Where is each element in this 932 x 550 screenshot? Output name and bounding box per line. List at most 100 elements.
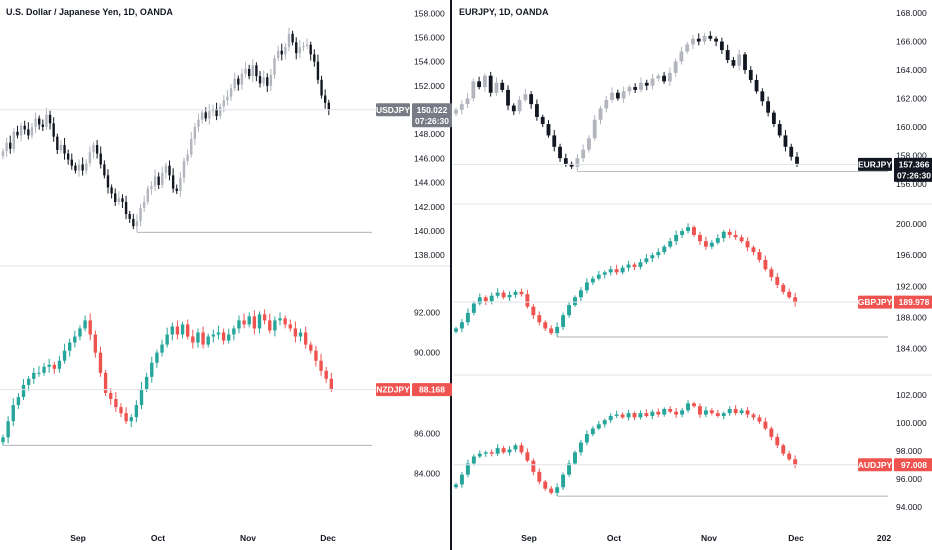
gbpjpy-candle xyxy=(590,278,595,283)
usdjpy-candle xyxy=(327,102,330,111)
eurjpy-candle xyxy=(604,99,609,109)
usdjpy-candle xyxy=(171,175,175,189)
nzdjpy-candle xyxy=(216,332,221,335)
nzdjpy-candle xyxy=(124,413,128,422)
eurjpy-candle xyxy=(789,146,794,157)
eurjpy-candle xyxy=(569,163,574,167)
right-date-label: Oct xyxy=(607,533,621,543)
nzdjpy-candle xyxy=(309,344,313,351)
nzdjpy-candle xyxy=(88,320,92,335)
nzdjpy-candle xyxy=(180,324,185,335)
nzdjpy-candle xyxy=(37,372,41,374)
nzdjpy-candle xyxy=(67,342,72,351)
audjpy-candle xyxy=(715,413,720,416)
usdjpy-candle xyxy=(276,50,280,59)
audjpy-candle xyxy=(769,428,774,437)
nzdjpy-candle xyxy=(93,334,98,353)
nzdjpy-candle xyxy=(78,328,82,337)
gbpjpy-candle xyxy=(745,241,750,248)
usdjpy-y-tick-label: 142.000 xyxy=(414,202,445,212)
eurjpy-candle xyxy=(627,87,632,92)
usdjpy-candle xyxy=(23,125,26,130)
audjpy-candle xyxy=(477,453,482,457)
eurjpy-candle xyxy=(529,94,534,105)
gbpjpy-candle xyxy=(787,291,792,298)
usdjpy-candle xyxy=(74,165,77,171)
usdjpy-candle xyxy=(77,164,81,171)
nzdjpy-candle xyxy=(252,316,257,329)
eurjpy-candle xyxy=(621,91,626,99)
usdjpy-candle xyxy=(258,76,262,84)
gbpjpy-candle xyxy=(537,315,542,323)
audjpy-candle xyxy=(733,408,738,414)
nzdjpy-candle xyxy=(206,336,210,345)
audjpy-candle xyxy=(656,411,661,415)
usdjpy-y-tick-label: 154.000 xyxy=(414,57,445,67)
eurjpy-y-tick-label: 164.000 xyxy=(896,65,927,75)
eurjpy-candle xyxy=(760,91,765,102)
usdjpy-y-tick-label: 156.000 xyxy=(414,32,445,42)
eurjpy-y-tick-label: 166.000 xyxy=(896,37,927,47)
eurjpy-candle xyxy=(494,82,499,93)
nzdjpy-candle xyxy=(232,328,236,335)
usdjpy-candle xyxy=(200,112,204,120)
eurjpy-candle xyxy=(540,116,545,125)
gbpjpy-candle xyxy=(692,227,696,235)
audjpy-candle xyxy=(608,415,613,421)
gbpjpy-candle xyxy=(614,269,619,273)
usdjpy-candle xyxy=(323,95,327,103)
gbpjpy-candle xyxy=(733,234,738,238)
usdjpy-candle xyxy=(128,214,131,219)
right-date-label: Nov xyxy=(701,533,717,543)
eurjpy-candle xyxy=(615,92,620,99)
nzdjpy-pane: 92.00090.00088.00086.00084.000NZDJPY88.1… xyxy=(0,307,452,479)
audjpy-pane: 102.000 100.000 98.000 96.000 94.000 AUDJPY 97… xyxy=(453,390,932,512)
audjpy-price-badge xyxy=(894,458,932,472)
usdjpy-candle xyxy=(5,142,8,152)
gbpjpy-candle xyxy=(573,297,577,306)
gbpjpy-candle xyxy=(715,238,720,243)
gbpjpy-candle xyxy=(608,269,613,273)
usdjpy-candle xyxy=(291,33,294,43)
nzdjpy-candle xyxy=(201,332,205,345)
nzdjpy-candle xyxy=(298,332,303,337)
nzdjpy-candle xyxy=(114,399,118,408)
nzdjpy-symbol-badge xyxy=(376,383,410,397)
nzdjpy-candle xyxy=(21,384,26,398)
eurjpy-candle xyxy=(523,94,528,100)
gbpjpy-symbol-badge xyxy=(858,295,892,309)
eurjpy-y-tick-label: 160.000 xyxy=(896,122,927,132)
usdjpy-candle xyxy=(117,198,121,202)
usdjpy-candle xyxy=(313,54,316,62)
usdjpy-y-tick-label: 152.000 xyxy=(414,81,445,91)
nzdjpy-candle xyxy=(283,318,287,325)
audjpy-candle xyxy=(471,456,476,464)
audjpy-candle xyxy=(650,411,655,416)
gbpjpy-candle xyxy=(668,241,673,247)
audjpy-candle xyxy=(537,471,542,482)
usdjpy-price-badge xyxy=(412,103,452,128)
usdjpy-candle xyxy=(41,124,45,127)
gbpjpy-candle xyxy=(680,231,685,235)
audjpy-symbol-label: AUDJPY xyxy=(858,460,893,470)
usdjpy-candle xyxy=(240,73,244,85)
usdjpy-candle xyxy=(142,201,146,208)
eurjpy-pane: 168.000 166.000 164.000 162.000 160.000 158.0… xyxy=(453,8,932,189)
audjpy-candle xyxy=(721,413,726,416)
eurjpy-candle xyxy=(656,75,661,79)
usdjpy-candle xyxy=(179,177,182,192)
gbpjpy-candle xyxy=(674,234,679,242)
audjpy-candle xyxy=(483,452,488,454)
eurjpy-candle xyxy=(650,78,655,86)
nzdjpy-candle xyxy=(6,421,10,438)
nzdjpy-candle xyxy=(227,334,231,341)
eurjpy-candle xyxy=(511,105,516,112)
usdjpy-pane-title: U.S. Dollar / Japanese Yen, 1D, OANDA xyxy=(6,7,173,17)
usdjpy-candle xyxy=(316,61,320,80)
audjpy-candle xyxy=(697,406,702,415)
gbpjpy-candle xyxy=(507,294,512,298)
nzdjpy-candle xyxy=(211,334,216,337)
usdjpy-candle xyxy=(255,65,258,77)
audjpy-candle xyxy=(787,453,792,460)
